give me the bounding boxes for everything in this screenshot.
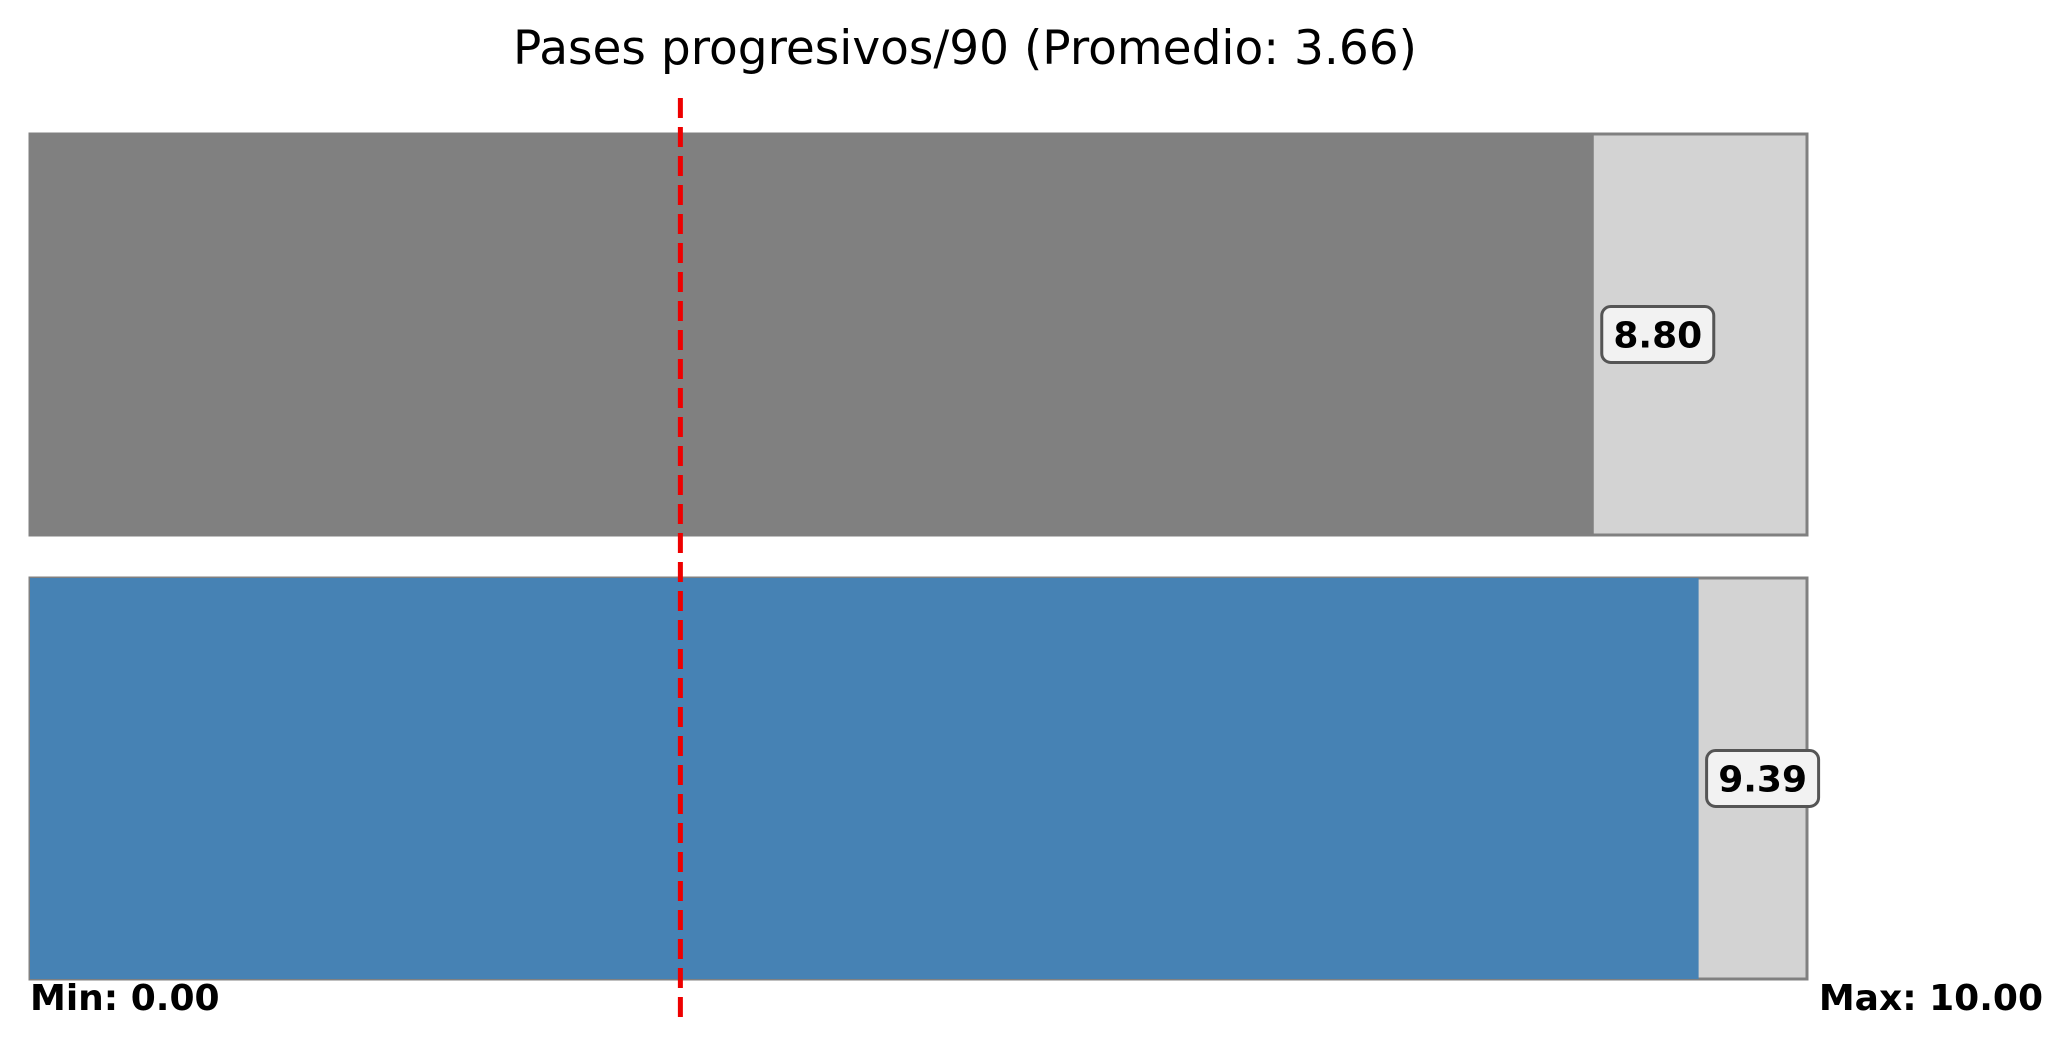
bars-group: 8.80 9.39 bbox=[28, 132, 1821, 981]
value-label: 9.39 bbox=[1718, 760, 1807, 801]
bar-group-1: 8.80 bbox=[28, 132, 1809, 537]
max-label: Max: 10.00 bbox=[1819, 978, 2043, 1019]
value-label-box bbox=[1600, 305, 1716, 364]
bar-value bbox=[30, 134, 1594, 535]
value-label: 8.80 bbox=[1613, 316, 1702, 357]
value-label-box bbox=[1705, 749, 1821, 808]
chart-title: Pases progresivos/90 (Promedio: 3.66) bbox=[513, 21, 1417, 76]
min-label: Min: 0.00 bbox=[30, 978, 220, 1019]
bar-group-2: 9.39 bbox=[28, 576, 1821, 981]
bar-value bbox=[30, 578, 1699, 979]
